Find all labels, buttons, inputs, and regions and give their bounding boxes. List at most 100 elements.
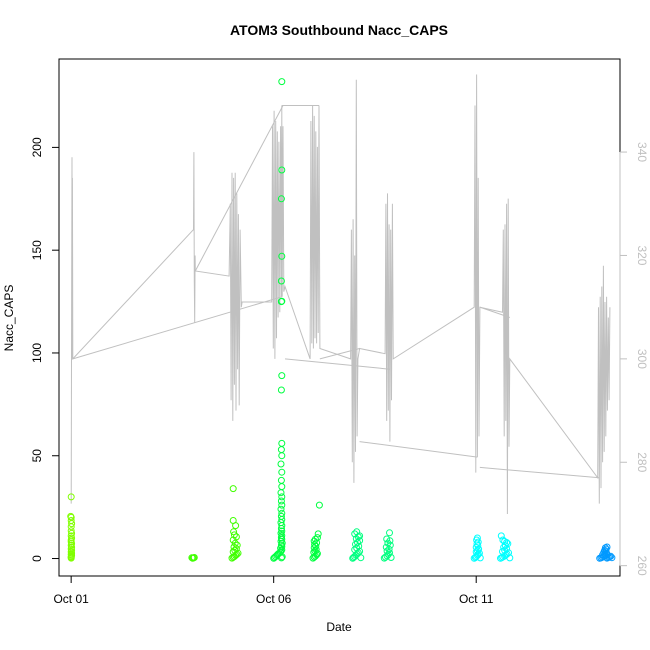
data-point (68, 529, 76, 537)
data-point (356, 537, 364, 545)
data-point (312, 546, 320, 553)
secondary-series-connector (479, 466, 600, 479)
data-point (278, 252, 286, 260)
data-point (315, 501, 323, 509)
data-point (233, 541, 241, 549)
series-2 (188, 485, 242, 562)
series-6 (596, 543, 616, 562)
data-point (278, 493, 286, 501)
y-axis-left: 0 50 100 150 200 (30, 137, 60, 562)
data-point (278, 546, 286, 554)
data-point (278, 78, 286, 86)
y-tick-label: 50 (30, 449, 44, 463)
scatter-points-layer (67, 78, 616, 562)
data-point (277, 505, 285, 513)
data-point (506, 554, 514, 562)
y2-tick-label: 260 (635, 556, 649, 576)
data-point (277, 460, 285, 468)
y-tick-label: 100 (30, 343, 44, 363)
data-point (67, 517, 75, 524)
series-4 (349, 528, 395, 562)
data-point (383, 547, 391, 555)
data-point (278, 166, 286, 174)
data-point (277, 497, 285, 505)
data-point (357, 554, 365, 562)
data-point (278, 452, 286, 460)
y-axis-label: Nacc_CAPS (2, 285, 16, 352)
data-point (277, 512, 285, 520)
data-point (384, 539, 392, 547)
data-point (277, 489, 285, 497)
x-axis: Oct 01 Oct 06 Oct 11 (53, 575, 494, 606)
data-point (190, 554, 198, 561)
data-point (311, 535, 319, 543)
data-point (474, 538, 482, 546)
secondary-series-connector (359, 441, 478, 458)
data-point (278, 439, 286, 447)
data-point (311, 541, 319, 548)
data-point (473, 547, 481, 554)
data-point (277, 476, 285, 484)
y2-tick-label: 300 (635, 349, 649, 369)
secondary-series-layer (70, 74, 611, 515)
data-point (356, 532, 364, 540)
x-tick-label: Oct 11 (459, 592, 494, 606)
data-point (382, 543, 390, 551)
data-point (386, 529, 393, 537)
data-point (497, 532, 505, 540)
data-point (278, 297, 286, 305)
data-point (232, 533, 240, 541)
data-point (67, 532, 75, 540)
plot-frame (58, 58, 621, 577)
data-point (313, 534, 321, 542)
secondary-series-connector (72, 296, 282, 360)
secondary-series-connector (319, 348, 360, 360)
series-3 (270, 78, 323, 562)
x-axis-label: Date (326, 620, 352, 634)
data-point (277, 386, 285, 394)
y-tick-label: 200 (30, 137, 44, 157)
data-point (67, 493, 75, 501)
data-point (501, 546, 509, 554)
data-point (278, 468, 286, 476)
data-point (188, 554, 196, 562)
data-point (229, 485, 237, 493)
data-point (314, 530, 322, 538)
data-point (277, 446, 285, 454)
data-point (351, 546, 359, 554)
secondary-series-connector (479, 306, 510, 318)
data-point (230, 528, 238, 536)
data-point (603, 543, 611, 551)
data-point (277, 554, 285, 562)
data-point (473, 534, 481, 542)
y-tick-label: 150 (30, 240, 44, 260)
data-point (278, 501, 286, 509)
series-1 (67, 493, 76, 562)
series-5 (470, 532, 514, 562)
y-axis-right: 260 280 300 320 340 (619, 142, 649, 576)
secondary-series-line (70, 74, 611, 515)
data-point (67, 527, 75, 535)
secondary-series-connector (284, 358, 390, 370)
secondary-series-connector (194, 105, 284, 272)
data-point (229, 517, 237, 524)
data-point (277, 195, 285, 203)
data-point (383, 535, 391, 543)
data-point (232, 551, 240, 559)
data-point (278, 483, 286, 491)
data-point (278, 527, 286, 535)
x-tick-label: Oct 06 (256, 592, 292, 606)
data-point (350, 554, 357, 561)
y2-tick-label: 320 (635, 245, 649, 265)
data-point (476, 554, 484, 562)
chart-title: ATOM3 Southbound Nacc_CAPS (230, 22, 448, 38)
data-point (278, 372, 286, 380)
data-point (67, 512, 75, 520)
data-point (503, 539, 511, 546)
x-tick-label: Oct 01 (53, 592, 89, 606)
y2-tick-label: 280 (635, 452, 649, 472)
y-tick-label: 0 (30, 555, 44, 562)
data-point (278, 509, 286, 517)
data-point (230, 531, 238, 539)
